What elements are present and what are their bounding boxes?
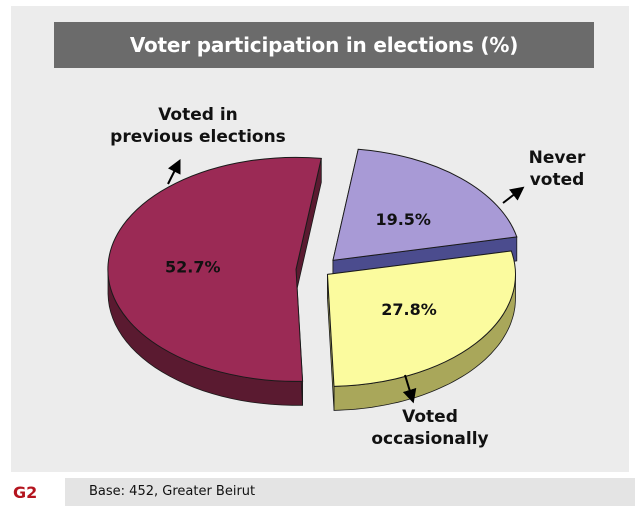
slice-value-label: 19.5% (375, 210, 431, 229)
pie-slice (107, 156, 322, 382)
figure-id: G2 (13, 482, 38, 502)
slice-category-label: voted (530, 170, 585, 190)
chart-panel (11, 6, 629, 472)
slice-category-label: Never (529, 148, 586, 168)
slice-category-label: previous elections (110, 127, 286, 147)
slice-category-label: Voted in (158, 105, 238, 125)
slice-value-label: 52.7% (165, 258, 221, 277)
slice-value-label: 27.8% (381, 300, 437, 319)
slice-category-label: Voted (402, 407, 458, 427)
base-note: Base: 452, Greater Beirut (65, 478, 635, 506)
label-arrow (402, 374, 417, 404)
slice-category-label: occasionally (371, 429, 488, 449)
pie-slice (332, 148, 518, 261)
label-arrow (502, 186, 525, 204)
chart-title: Voter participation in elections (%) (54, 22, 594, 68)
pie-slice (326, 250, 516, 387)
footer: G2 Base: 452, Greater Beirut (0, 476, 635, 508)
label-arrow (167, 158, 181, 185)
